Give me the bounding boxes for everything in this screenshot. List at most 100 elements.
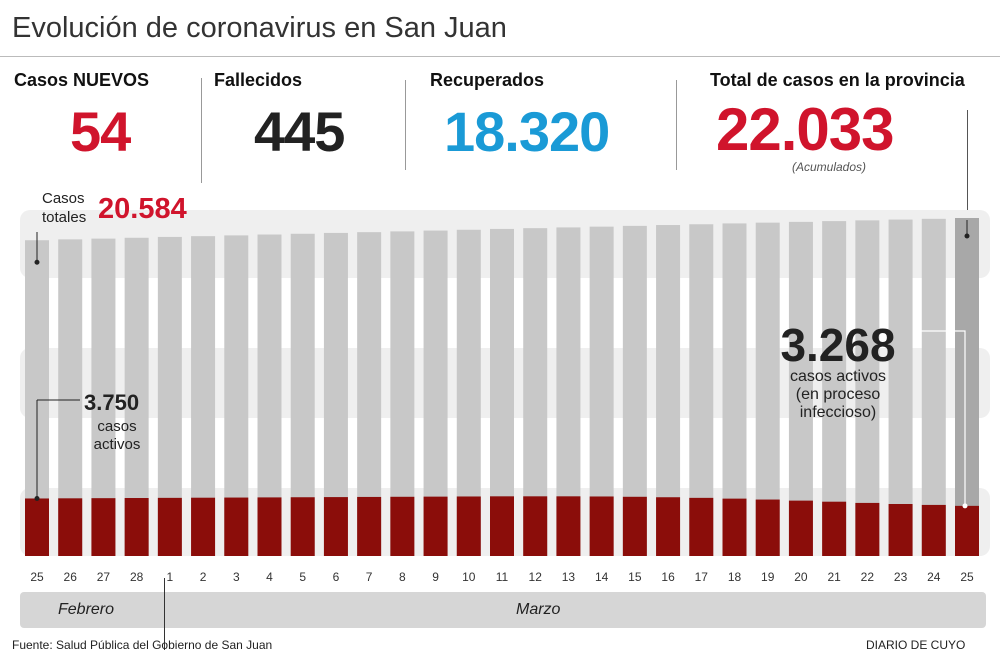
first-active-value: 3.750 <box>84 390 140 415</box>
active-bar <box>755 499 780 556</box>
totales-label-2: totales <box>42 209 87 226</box>
nuevos-value: 54 <box>70 100 131 163</box>
total-bar <box>955 218 979 556</box>
total-label: Total de casos en la provincia <box>710 70 965 90</box>
month-divider <box>164 578 165 650</box>
active-bar <box>788 500 813 556</box>
page-title: Evolución de coronavirus en San Juan <box>12 12 507 44</box>
x-tick-label: 7 <box>366 570 373 584</box>
x-tick-label: 20 <box>794 570 808 584</box>
x-tick-label: 5 <box>299 570 306 584</box>
leader-line <box>915 330 966 506</box>
total-note: (Acumulados) <box>792 160 867 174</box>
first-active-label-1: casos <box>97 418 137 435</box>
leader-line <box>967 110 968 220</box>
first-active-label-2: activos <box>93 436 141 453</box>
active-bar <box>490 496 514 556</box>
x-tick-label: 10 <box>462 570 476 584</box>
x-tick-label: 22 <box>861 570 875 584</box>
active-bar <box>722 498 747 556</box>
x-tick-label: 18 <box>728 570 742 584</box>
recuperados-value: 18.320 <box>444 100 610 163</box>
active-bar <box>58 498 83 556</box>
x-tick-label: 14 <box>595 570 609 584</box>
active-bar <box>124 498 149 556</box>
brand-text: DIARIO DE CUYO <box>866 638 966 652</box>
x-tick-label: 21 <box>827 570 841 584</box>
active-bar <box>224 497 249 556</box>
nuevos-label: Casos NUEVOS <box>14 70 150 90</box>
leader-dot <box>34 259 40 265</box>
x-tick-label: 4 <box>266 570 273 584</box>
x-tick-label: 2 <box>200 570 207 584</box>
source-text: Fuente: Salud Pública del Gobierno de Sa… <box>12 638 273 652</box>
active-bar <box>523 496 548 556</box>
title-divider <box>0 56 1000 57</box>
x-tick-label: 23 <box>894 570 908 584</box>
active-bar <box>357 496 382 556</box>
divider <box>405 80 406 170</box>
last-active-value: 3.268 <box>780 319 896 371</box>
active-bar <box>257 497 282 556</box>
active-bar <box>191 497 216 556</box>
active-bar <box>456 496 481 556</box>
fallecidos-label: Fallecidos <box>214 70 303 90</box>
divider <box>676 80 677 170</box>
active-bar <box>888 503 913 556</box>
active-bar <box>323 497 348 556</box>
active-bar <box>589 496 614 556</box>
active-bar <box>91 498 116 556</box>
last-active-label-3: infeccioso) <box>799 404 877 421</box>
active-bar <box>689 497 714 556</box>
total-value: 22.033 <box>716 96 895 163</box>
month-feb: Febrero <box>58 601 115 618</box>
x-tick-label: 15 <box>628 570 642 584</box>
last-active-label-1: casos activos <box>789 368 887 385</box>
totales-value: 20.584 <box>98 193 187 225</box>
x-tick-label: 26 <box>64 570 78 584</box>
x-tick-label: 3 <box>233 570 240 584</box>
fallecidos-value: 445 <box>254 100 345 163</box>
x-tick-label: 16 <box>661 570 675 584</box>
active-bar <box>955 505 979 556</box>
active-bar <box>290 497 315 556</box>
active-bar <box>622 496 647 556</box>
last-active-label: casos activos (en proceso infeccioso) <box>764 368 912 422</box>
leader-dot <box>34 495 40 501</box>
active-bar <box>390 496 415 556</box>
active-bar <box>423 496 448 556</box>
recuperados-label: Recuperados <box>430 70 545 90</box>
leader-dot <box>962 503 968 509</box>
x-tick-label: 24 <box>927 570 941 584</box>
active-bar <box>855 502 880 556</box>
last-active-label-2: (en proceso <box>795 386 881 403</box>
x-tick-label: 6 <box>333 570 340 584</box>
totales-label-1: Casos <box>42 190 85 207</box>
x-tick-label: 19 <box>761 570 775 584</box>
leader-dot <box>964 233 970 239</box>
active-bar <box>556 496 581 556</box>
x-tick-label: 1 <box>167 570 174 584</box>
x-tick-label: 8 <box>399 570 406 584</box>
x-tick-label: 27 <box>97 570 111 584</box>
total-bar <box>855 220 880 557</box>
active-bar <box>921 504 946 556</box>
x-tick-label: 25 <box>960 570 974 584</box>
x-tick-label: 25 <box>30 570 44 584</box>
total-bar <box>888 219 913 556</box>
x-tick-label: 17 <box>695 570 709 584</box>
month-band <box>20 592 986 628</box>
totales-label: Casos totales <box>42 189 86 227</box>
x-tick-label: 11 <box>496 570 509 584</box>
first-active-label: casos activos <box>84 418 150 454</box>
active-bar <box>656 497 681 556</box>
x-tick-label: 9 <box>432 570 439 584</box>
active-bar <box>25 498 49 556</box>
x-tick-label: 13 <box>562 570 576 584</box>
active-bar <box>157 497 182 556</box>
total-bar <box>921 218 946 556</box>
total-bar <box>124 237 149 556</box>
active-bar <box>822 501 847 556</box>
